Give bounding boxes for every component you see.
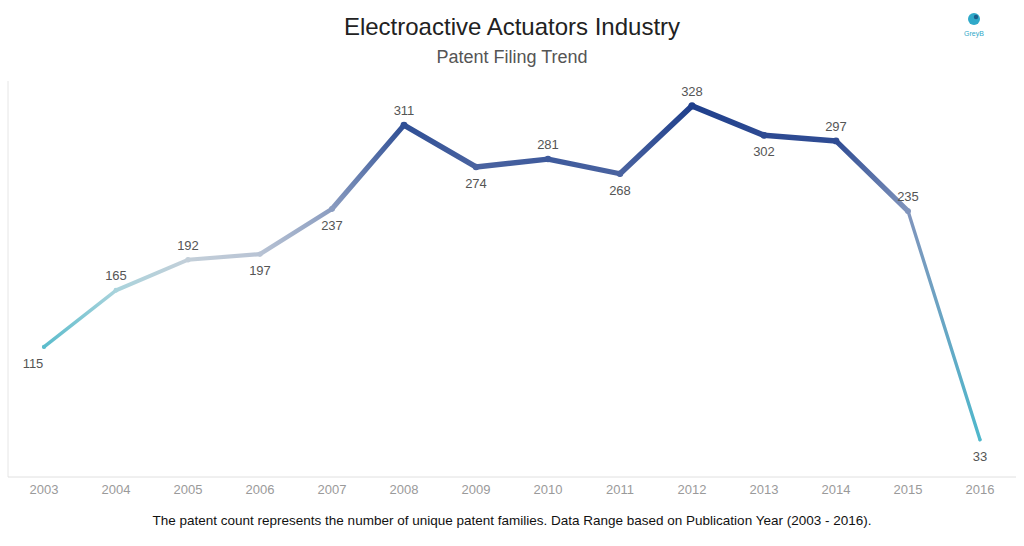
x-tick-label: 2016 [966,482,995,497]
x-tick-label: 2005 [174,482,203,497]
point [401,122,408,129]
x-tick-label: 2015 [894,482,923,497]
data-label: 33 [973,449,987,464]
x-tick-label: 2013 [750,482,779,497]
line-segment [908,211,980,440]
line-segment [404,125,476,167]
data-label: 268 [609,183,631,198]
logo-text: GreyB [964,30,984,38]
data-label: 115 [23,356,44,371]
line-segment [692,106,764,135]
logo-icon-dot [974,15,978,19]
point [185,257,190,262]
line-group [42,102,982,441]
line-segment [44,290,116,347]
data-label: 165 [105,268,127,283]
point [329,206,335,212]
data-label: 311 [394,103,415,118]
x-axis-line [8,477,1016,478]
logo: GreyB [964,13,984,38]
chart-container: Electroactive Actuators Industry Patent F… [0,0,1024,546]
data-labels: 115 165 192 197 237 311 274 281 268 328 302 297 235 3… [23,84,988,464]
logo-icon [968,13,980,25]
x-tick-label: 2014 [822,482,851,497]
data-label: 274 [465,176,487,191]
x-tick-label: 2010 [534,482,563,497]
x-tick-label: 2009 [462,482,491,497]
x-tick-label: 2007 [318,482,347,497]
x-tick-label: 2006 [246,482,275,497]
x-tick-label: 2008 [390,482,419,497]
point [688,102,695,109]
x-tick-label: 2003 [30,482,59,497]
point [257,251,262,256]
point [545,156,552,163]
x-tick-labels: 2003 2004 2005 2006 2007 2008 2009 2010 2011 2012… [30,482,995,497]
data-label: 281 [537,137,559,152]
x-tick-label: 2004 [102,482,131,497]
point [905,208,911,214]
line-segment [476,159,548,167]
point [617,171,623,177]
point [833,138,840,145]
point [761,132,768,139]
footnote: The patent count represents the number o… [153,513,872,528]
line-segment [332,125,404,209]
point [978,438,981,441]
x-tick-label: 2012 [678,482,707,497]
data-label: 297 [825,119,847,134]
line-segment [764,135,836,141]
title: Electroactive Actuators Industry [344,13,680,40]
point [114,288,119,293]
data-label: 192 [177,238,199,253]
data-label: 235 [897,189,919,204]
data-label: 328 [681,84,703,99]
data-label: 197 [249,263,271,278]
data-label: 237 [321,218,343,233]
line-segment [620,106,692,174]
chart-svg: Electroactive Actuators Industry Patent F… [0,0,1024,546]
x-tick-label: 2011 [606,482,634,497]
point [42,345,46,349]
data-label: 302 [753,144,775,159]
line-segment [188,254,260,260]
y-range-line [8,81,9,477]
point [473,164,479,170]
subtitle: Patent Filing Trend [436,47,587,67]
line-segment [548,159,620,174]
